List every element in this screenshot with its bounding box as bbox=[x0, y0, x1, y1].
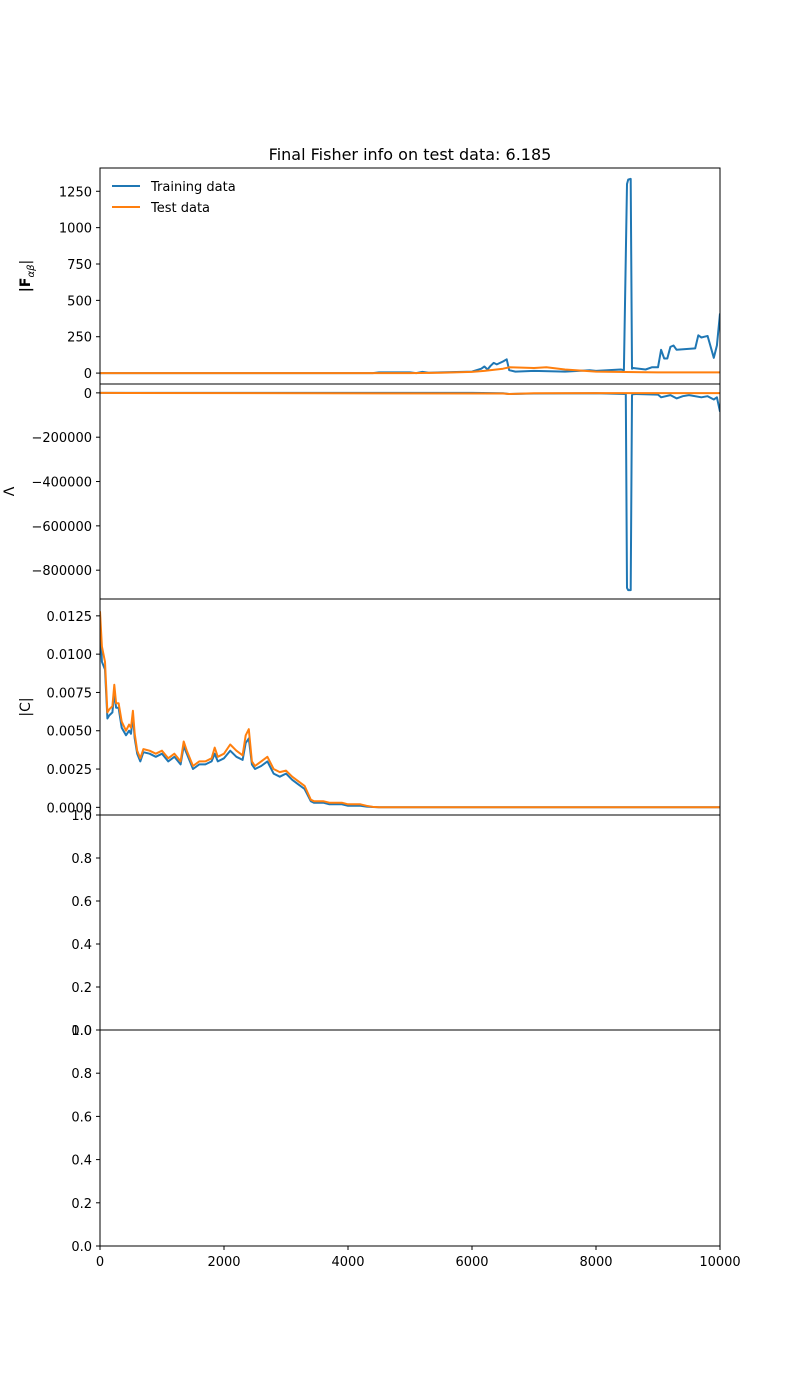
series-line-training-panel-3 bbox=[100, 615, 720, 809]
y-tick-label-3-5: 0.0125 bbox=[47, 610, 93, 625]
y-tick-label-4-4: 0.8 bbox=[71, 852, 92, 867]
legend-label-training: Training data bbox=[150, 180, 236, 195]
y-axis-label-2: Λ bbox=[2, 486, 18, 496]
y-tick-label-1-3: 750 bbox=[67, 258, 92, 273]
y-tick-label-2-3: −600000 bbox=[31, 520, 92, 535]
figure-title: Final Fisher info on test data: 6.185 bbox=[269, 145, 552, 164]
y-tick-label-5-0: 0.0 bbox=[71, 1240, 92, 1255]
y-tick-label-5-2: 0.4 bbox=[71, 1154, 92, 1169]
y-tick-label-4-3: 0.6 bbox=[71, 895, 92, 910]
y-tick-label-3-4: 0.0100 bbox=[47, 648, 93, 663]
y-tick-label-5-5: 1.0 bbox=[71, 1024, 92, 1039]
y-tick-label-1-2: 500 bbox=[67, 294, 92, 309]
legend-label-test: Test data bbox=[150, 201, 210, 216]
y-tick-label-1-5: 1250 bbox=[59, 185, 92, 200]
panel-4: 0.0 0.2 0.4 0.6 0.8 1.0 bbox=[71, 809, 721, 1039]
x-tick-label-3: 6000 bbox=[455, 1255, 488, 1270]
panels: 0 250 500 750 1000 1250 |Fαβ| Training data Test… bbox=[2, 167, 741, 1270]
series-line-test-panel-1 bbox=[100, 366, 720, 375]
y-tick-label-1-0: 0 bbox=[84, 367, 92, 382]
axes-frame-5 bbox=[99, 1029, 721, 1247]
y-tick-label-2-4: −800000 bbox=[31, 564, 92, 579]
y-axis-label-1: |Fαβ| bbox=[18, 260, 37, 292]
y-tick-label-5-4: 0.8 bbox=[71, 1067, 92, 1082]
x-tick-label-0: 0 bbox=[96, 1255, 104, 1270]
y-tick-label-3-2: 0.0050 bbox=[47, 725, 93, 740]
y-tick-label-4-2: 0.4 bbox=[71, 938, 92, 953]
panel-5: 0.0 0.2 0.4 0.6 0.8 1.0 0 2000 4000 6000 8000 10000 bbox=[71, 1024, 740, 1270]
series-line-test-panel-3 bbox=[100, 611, 720, 809]
y-tick-label-3-0: 0.0000 bbox=[47, 801, 93, 816]
y-tick-label-2-2: −400000 bbox=[31, 476, 92, 491]
y-tick-label-5-1: 0.2 bbox=[71, 1197, 92, 1212]
x-tick-label-5: 10000 bbox=[699, 1255, 740, 1270]
y-tick-label-2-1: −200000 bbox=[31, 431, 92, 446]
panel-3: 0.0000 0.0025 0.0050 0.0075 0.0100 0.0125 |C| bbox=[18, 598, 721, 816]
axes-frame-4 bbox=[99, 814, 721, 1031]
y-tick-label-2-0: 0 bbox=[84, 387, 92, 402]
y-tick-label-4-5: 1.0 bbox=[71, 809, 92, 824]
axes-frame-3 bbox=[99, 598, 721, 816]
y-tick-label-5-3: 0.6 bbox=[71, 1110, 92, 1125]
series-line-training-panel-2 bbox=[100, 391, 720, 592]
x-tick-label-1: 2000 bbox=[207, 1255, 240, 1270]
panel-2: 0 −200000 −400000 −600000 −800000 Λ bbox=[2, 383, 721, 600]
y-tick-label-3-1: 0.0025 bbox=[47, 763, 93, 778]
y-axis-label-3: |C| bbox=[18, 697, 34, 716]
y-tick-label-4-1: 0.2 bbox=[71, 981, 92, 996]
x-tick-label-2: 4000 bbox=[331, 1255, 364, 1270]
x-tick-label-4: 8000 bbox=[579, 1255, 612, 1270]
y-tick-label-3-3: 0.0075 bbox=[47, 686, 93, 701]
panel-1: 0 250 500 750 1000 1250 |Fαβ| Training data Test… bbox=[18, 167, 721, 385]
series-line-test-panel-2 bbox=[100, 391, 720, 395]
y-tick-label-1-4: 1000 bbox=[59, 222, 92, 237]
y-tick-label-4-0: 0.0 bbox=[71, 1024, 92, 1039]
y-tick-label-1-1: 250 bbox=[67, 331, 92, 346]
